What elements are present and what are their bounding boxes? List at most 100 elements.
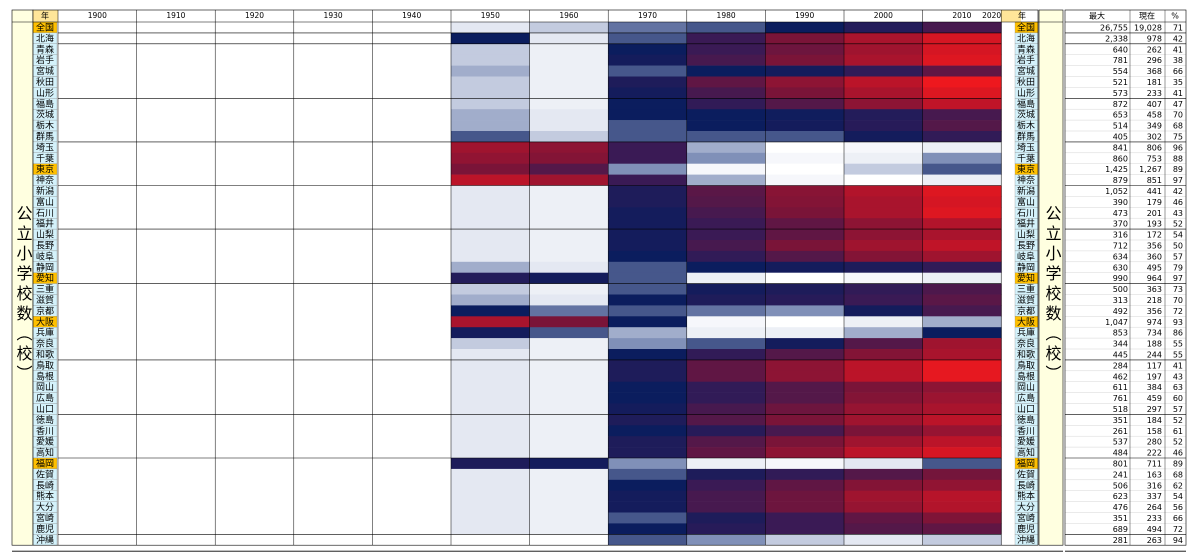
heat-cell bbox=[608, 447, 688, 459]
current-value: 201 bbox=[1147, 209, 1162, 218]
heat-cell bbox=[765, 196, 845, 208]
decade-label: 1930 bbox=[324, 11, 343, 20]
pct-value: 54 bbox=[1173, 492, 1183, 501]
max-value: 241 bbox=[1113, 470, 1128, 479]
pct-value: 70 bbox=[1173, 296, 1183, 305]
heat-cell bbox=[765, 381, 845, 393]
row-name: 奈良 bbox=[36, 338, 54, 350]
heat-cell bbox=[608, 174, 688, 186]
pct-value: 79 bbox=[1173, 263, 1183, 272]
heat-cell bbox=[765, 283, 845, 295]
pct-value: 72 bbox=[1173, 525, 1183, 534]
pct-value: 97 bbox=[1173, 176, 1183, 185]
pct-value: 42 bbox=[1173, 34, 1183, 43]
row-name: 山形 bbox=[36, 87, 54, 99]
row-name: 山口 bbox=[36, 404, 54, 415]
pct-value: 86 bbox=[1173, 329, 1183, 338]
heat-cell bbox=[451, 261, 531, 273]
heat-cell bbox=[765, 447, 845, 459]
row-name: 兵庫 bbox=[1017, 327, 1035, 339]
max-value: 634 bbox=[1113, 252, 1128, 261]
current-value: 1,267 bbox=[1139, 165, 1162, 174]
pct-value: 57 bbox=[1173, 405, 1183, 414]
heat-cell bbox=[844, 370, 924, 382]
row-name: 鹿児 bbox=[1017, 523, 1035, 535]
max-value: 761 bbox=[1113, 394, 1128, 403]
current-value: 172 bbox=[1147, 231, 1162, 240]
heat-cell bbox=[451, 152, 531, 164]
heat-cell bbox=[529, 120, 609, 132]
current-value: 244 bbox=[1147, 350, 1162, 359]
max-value: 284 bbox=[1113, 361, 1128, 370]
heat-cell bbox=[451, 54, 531, 66]
heat-cell bbox=[686, 109, 766, 121]
heat-cell bbox=[529, 131, 609, 143]
row-name: 高知 bbox=[1017, 447, 1035, 459]
row-name: 神奈 bbox=[1017, 174, 1035, 186]
pct-value: 73 bbox=[1173, 285, 1183, 294]
heat-cell bbox=[608, 523, 688, 535]
heat-cell bbox=[686, 54, 766, 66]
pct-value: 41 bbox=[1173, 45, 1183, 54]
heat-cell bbox=[844, 120, 924, 132]
heat-cell bbox=[686, 490, 766, 502]
row-name: 石川 bbox=[1017, 209, 1035, 219]
row-name: 熊本 bbox=[36, 490, 54, 502]
max-value: 462 bbox=[1113, 372, 1128, 381]
current-value: 337 bbox=[1147, 492, 1162, 501]
pct-value: 52 bbox=[1173, 416, 1183, 425]
heat-cell bbox=[451, 501, 531, 513]
current-value: 181 bbox=[1147, 78, 1162, 87]
heat-cell bbox=[765, 229, 845, 241]
heat-cell bbox=[529, 359, 609, 372]
heat-cell bbox=[529, 272, 609, 284]
heat-cell bbox=[529, 327, 609, 339]
current-value: 356 bbox=[1147, 241, 1162, 250]
heat-cell bbox=[844, 152, 924, 164]
heat-cell bbox=[765, 76, 845, 88]
heat-cell bbox=[451, 250, 531, 263]
heat-cell bbox=[765, 207, 845, 219]
heat-cell bbox=[451, 359, 531, 372]
current-value: 316 bbox=[1147, 481, 1162, 490]
heat-cell bbox=[608, 185, 688, 197]
row-name: 愛知 bbox=[36, 272, 54, 284]
current-value: 117 bbox=[1147, 361, 1162, 370]
row-name: 長野 bbox=[1017, 240, 1035, 251]
pct-value: 55 bbox=[1173, 340, 1183, 349]
heat-cell bbox=[844, 54, 924, 66]
heat-cell bbox=[765, 436, 845, 448]
heat-cell bbox=[608, 392, 688, 404]
row-name: 東京 bbox=[36, 163, 54, 175]
heat-cell bbox=[529, 305, 609, 317]
heat-cell bbox=[529, 22, 609, 34]
heat-cell bbox=[451, 131, 531, 143]
heat-cell bbox=[765, 65, 845, 77]
heat-cell bbox=[765, 32, 845, 45]
heat-cell bbox=[922, 447, 1002, 459]
row-name: 東京 bbox=[1017, 163, 1035, 175]
row-name: 富山 bbox=[1017, 196, 1035, 208]
heat-cell bbox=[451, 327, 531, 339]
current-value: 163 bbox=[1147, 470, 1162, 479]
heat-cell bbox=[529, 54, 609, 66]
heat-cell bbox=[844, 392, 924, 404]
heat-cell bbox=[844, 76, 924, 88]
row-name: 栃木 bbox=[36, 120, 54, 132]
heat-cell bbox=[686, 512, 766, 524]
row-name: 熊本 bbox=[1017, 490, 1035, 502]
heat-cell bbox=[451, 381, 531, 393]
max-value: 879 bbox=[1113, 176, 1128, 185]
heat-cell bbox=[922, 501, 1002, 513]
heat-cell bbox=[922, 523, 1002, 535]
heat-cell bbox=[529, 414, 609, 426]
heat-cell bbox=[686, 174, 766, 186]
heat-cell bbox=[844, 207, 924, 219]
heat-cell bbox=[686, 283, 766, 295]
heat-cell bbox=[451, 87, 531, 99]
max-value: 537 bbox=[1113, 438, 1128, 447]
heat-cell bbox=[451, 185, 531, 197]
heat-cell bbox=[922, 425, 1002, 437]
heat-cell bbox=[922, 272, 1002, 284]
